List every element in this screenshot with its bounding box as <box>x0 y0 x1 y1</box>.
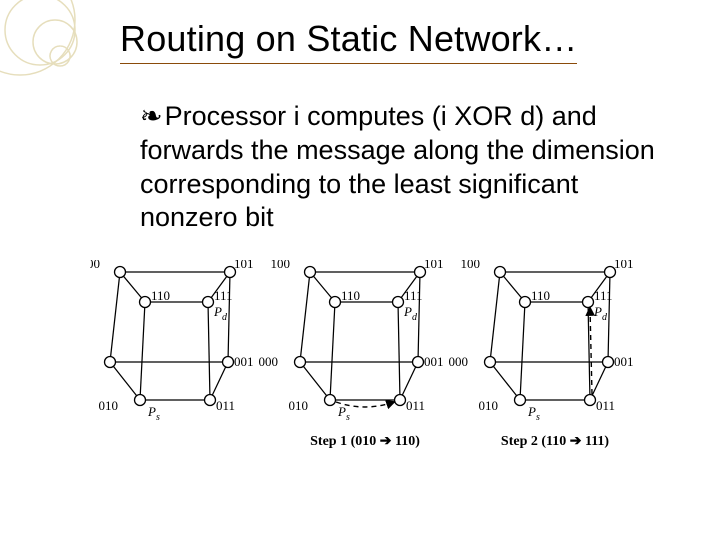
hypercube: 000 001 010 011 100 101 110 111Pd Ps Step 1 (010 … <box>259 260 444 449</box>
svg-text:100: 100 <box>461 260 481 271</box>
svg-text:Pd: Pd <box>593 304 608 323</box>
slide-title: Routing on Static Network… <box>120 18 577 59</box>
svg-text:Ps: Ps <box>147 404 160 423</box>
svg-text:011: 011 <box>596 398 615 413</box>
svg-text:000: 000 <box>259 354 279 369</box>
body-paragraph: ❧Processor i computes (i XOR d) and forw… <box>140 100 680 235</box>
svg-text:Ps: Ps <box>337 404 350 423</box>
svg-text:110: 110 <box>531 288 550 303</box>
svg-text:Pd: Pd <box>403 304 418 323</box>
hypercube: 000 001 010 011 100 101 110 111Pd Ps Step 2 (110 … <box>449 260 634 449</box>
svg-text:100: 100 <box>271 260 291 271</box>
svg-text:001: 001 <box>424 354 444 369</box>
svg-text:001: 001 <box>234 354 254 369</box>
svg-text:101: 101 <box>614 260 634 271</box>
svg-text:110: 110 <box>341 288 360 303</box>
title-text: Routing on Static Network… <box>120 18 577 64</box>
hypercube-diagram: 000001010011100101110111PdPs000001010011… <box>90 260 650 500</box>
svg-text:100: 100 <box>90 260 100 271</box>
svg-text:000: 000 <box>449 354 469 369</box>
svg-text:Ps: Ps <box>527 404 540 423</box>
svg-text:001: 001 <box>614 354 634 369</box>
svg-text:111: 111 <box>404 288 423 303</box>
bullet-icon: ❧ <box>140 101 163 131</box>
svg-text:111: 111 <box>594 288 613 303</box>
svg-text:101: 101 <box>234 260 254 271</box>
svg-text:Pd: Pd <box>213 304 228 323</box>
svg-text:111: 111 <box>214 288 233 303</box>
svg-text:Step 1 (010 ➔ 110): Step 1 (010 ➔ 110) <box>310 434 420 449</box>
body-text: Processor i computes (i XOR d) and forwa… <box>140 101 655 232</box>
svg-text:010: 010 <box>479 398 499 413</box>
svg-text:110: 110 <box>151 288 170 303</box>
svg-text:011: 011 <box>216 398 235 413</box>
svg-text:011: 011 <box>406 398 425 413</box>
svg-text:010: 010 <box>99 398 119 413</box>
hypercube: 000001010011100101110111PdPs <box>90 260 254 423</box>
svg-text:010: 010 <box>289 398 309 413</box>
svg-text:Step 2 (110 ➔ 111): Step 2 (110 ➔ 111) <box>501 434 610 449</box>
svg-text:101: 101 <box>424 260 444 271</box>
